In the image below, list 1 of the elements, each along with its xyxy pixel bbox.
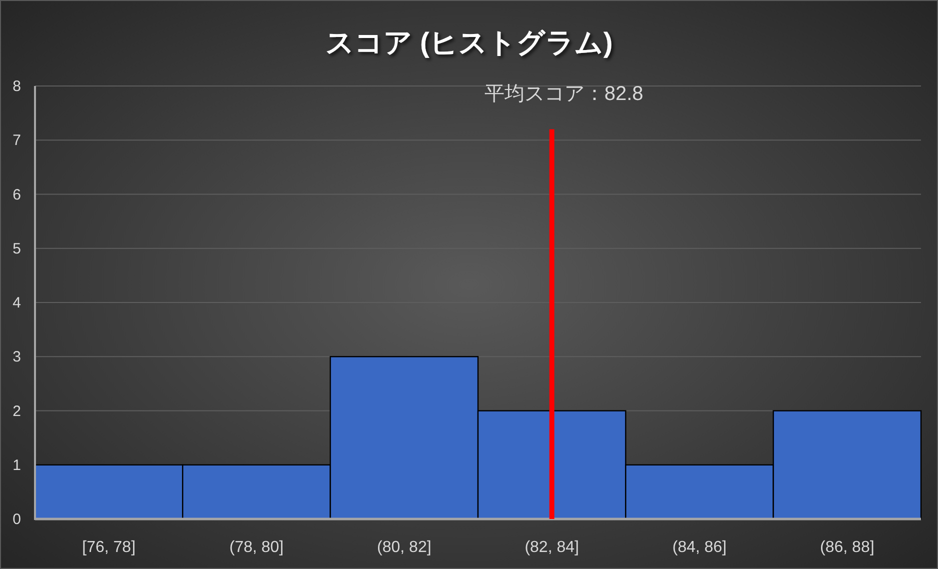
title: スコア (ヒストグラム) [325,27,613,58]
